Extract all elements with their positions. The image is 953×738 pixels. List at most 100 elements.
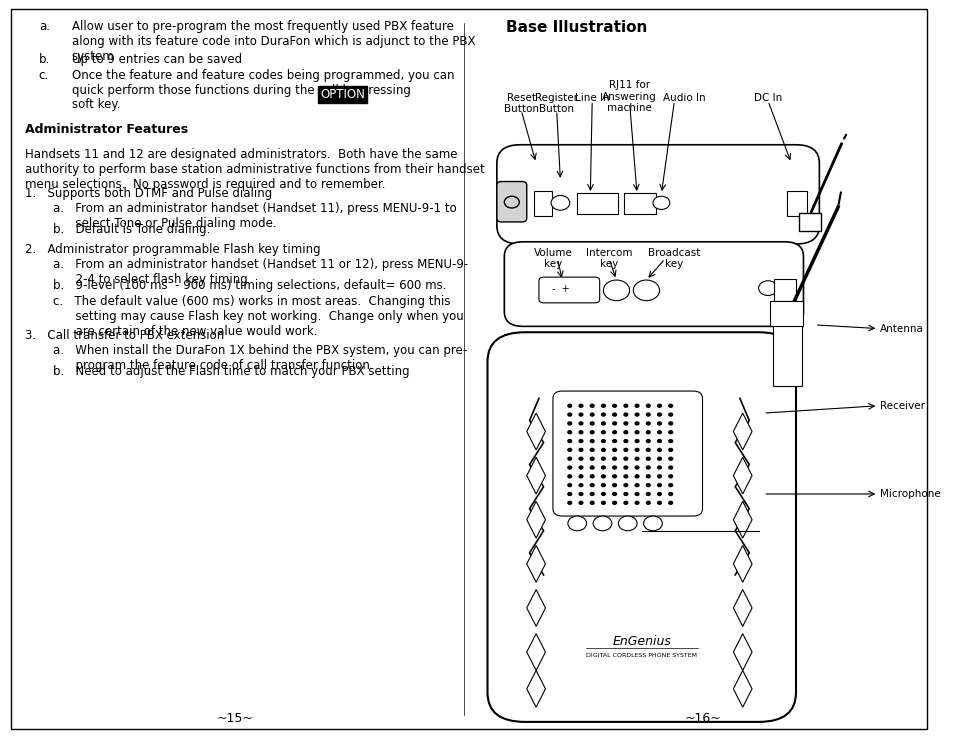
Circle shape (623, 413, 627, 416)
Circle shape (623, 475, 627, 477)
Circle shape (578, 475, 582, 477)
Circle shape (646, 422, 650, 425)
FancyBboxPatch shape (497, 145, 819, 244)
Polygon shape (733, 634, 751, 670)
Text: c.   The default value (600 ms) works in most areas.  Changing this
      settin: c. The default value (600 ms) works in m… (52, 294, 463, 338)
FancyBboxPatch shape (553, 391, 701, 516)
Circle shape (590, 501, 594, 504)
Circle shape (601, 440, 604, 443)
FancyBboxPatch shape (534, 191, 552, 216)
Circle shape (668, 404, 672, 407)
Circle shape (646, 466, 650, 469)
Text: Administrator Features: Administrator Features (25, 123, 188, 136)
Text: DC In: DC In (753, 92, 781, 103)
Polygon shape (526, 590, 545, 627)
Circle shape (623, 422, 627, 425)
Circle shape (567, 475, 571, 477)
Polygon shape (526, 670, 545, 707)
Circle shape (646, 440, 650, 443)
Circle shape (758, 280, 777, 295)
FancyBboxPatch shape (487, 332, 795, 722)
Circle shape (578, 483, 582, 486)
Circle shape (578, 413, 582, 416)
Circle shape (643, 516, 661, 531)
Text: Allow user to pre-program the most frequently used PBX feature
along with its fe: Allow user to pre-program the most frequ… (71, 20, 475, 63)
Text: 2.   Administrator programmable Flash key timing: 2. Administrator programmable Flash key … (25, 243, 320, 255)
Text: Intercom
key: Intercom key (585, 248, 632, 269)
Circle shape (668, 475, 672, 477)
Circle shape (635, 458, 639, 461)
Circle shape (635, 431, 639, 434)
Text: a.   From an administrator handset (Handset 11), press MENU-9-1 to
      select : a. From an administrator handset (Handse… (52, 202, 456, 230)
Text: b.   Default is Tone dialing.: b. Default is Tone dialing. (52, 224, 210, 236)
Circle shape (590, 466, 594, 469)
Circle shape (657, 422, 660, 425)
Circle shape (646, 431, 650, 434)
Circle shape (635, 492, 639, 495)
Circle shape (668, 449, 672, 452)
Text: Antenna: Antenna (880, 323, 923, 334)
Text: EnGenius: EnGenius (612, 635, 671, 647)
Circle shape (612, 449, 616, 452)
Text: Reset
Button: Reset Button (503, 92, 538, 114)
Text: Line In: Line In (575, 92, 609, 103)
Polygon shape (733, 413, 751, 450)
Polygon shape (526, 458, 545, 494)
Circle shape (578, 466, 582, 469)
Circle shape (603, 280, 629, 300)
Circle shape (578, 404, 582, 407)
Circle shape (623, 492, 627, 495)
Circle shape (668, 422, 672, 425)
Circle shape (567, 449, 571, 452)
Circle shape (567, 431, 571, 434)
Circle shape (657, 431, 660, 434)
Circle shape (668, 492, 672, 495)
Circle shape (657, 492, 660, 495)
Circle shape (567, 422, 571, 425)
Circle shape (646, 449, 650, 452)
Circle shape (646, 404, 650, 407)
Text: 3.   Call transfer to PBX extension: 3. Call transfer to PBX extension (25, 328, 224, 342)
Circle shape (668, 431, 672, 434)
Circle shape (578, 501, 582, 504)
Circle shape (657, 466, 660, 469)
Text: Receiver: Receiver (880, 401, 924, 411)
Circle shape (635, 501, 639, 504)
Circle shape (668, 458, 672, 461)
Circle shape (578, 449, 582, 452)
Circle shape (601, 458, 604, 461)
FancyBboxPatch shape (786, 191, 806, 216)
Text: ~16~: ~16~ (683, 711, 720, 725)
FancyBboxPatch shape (504, 242, 802, 326)
Circle shape (590, 431, 594, 434)
Circle shape (635, 422, 639, 425)
Text: Microphone: Microphone (880, 489, 940, 499)
Text: soft key.: soft key. (71, 98, 120, 111)
Circle shape (623, 483, 627, 486)
Circle shape (646, 501, 650, 504)
Circle shape (623, 431, 627, 434)
Text: a.   From an administrator handset (Handset 11 or 12), press MENU-9-
      2-4 t: a. From an administrator handset (Handse… (52, 258, 468, 286)
FancyBboxPatch shape (497, 182, 526, 222)
Circle shape (578, 422, 582, 425)
Circle shape (657, 413, 660, 416)
Circle shape (657, 501, 660, 504)
Text: Base Illustration: Base Illustration (506, 20, 647, 35)
Circle shape (578, 440, 582, 443)
Text: 1.   Supports both DTMF and Pulse dialing: 1. Supports both DTMF and Pulse dialing (25, 187, 272, 200)
Circle shape (601, 413, 604, 416)
Circle shape (618, 516, 637, 531)
Circle shape (623, 449, 627, 452)
Circle shape (623, 501, 627, 504)
Text: RJ11 for
Answering
machine: RJ11 for Answering machine (601, 80, 657, 113)
FancyBboxPatch shape (772, 315, 801, 386)
Text: b.   9-level (100 ms  - 900 ms) timing selections, default= 600 ms.: b. 9-level (100 ms - 900 ms) timing sele… (52, 279, 446, 292)
Polygon shape (733, 501, 751, 538)
Circle shape (633, 280, 659, 300)
FancyBboxPatch shape (623, 193, 655, 214)
Circle shape (578, 492, 582, 495)
Text: DIGITAL CORDLESS PHONE SYSTEM: DIGITAL CORDLESS PHONE SYSTEM (586, 653, 697, 658)
Polygon shape (526, 501, 545, 538)
Circle shape (567, 516, 586, 531)
Circle shape (590, 440, 594, 443)
